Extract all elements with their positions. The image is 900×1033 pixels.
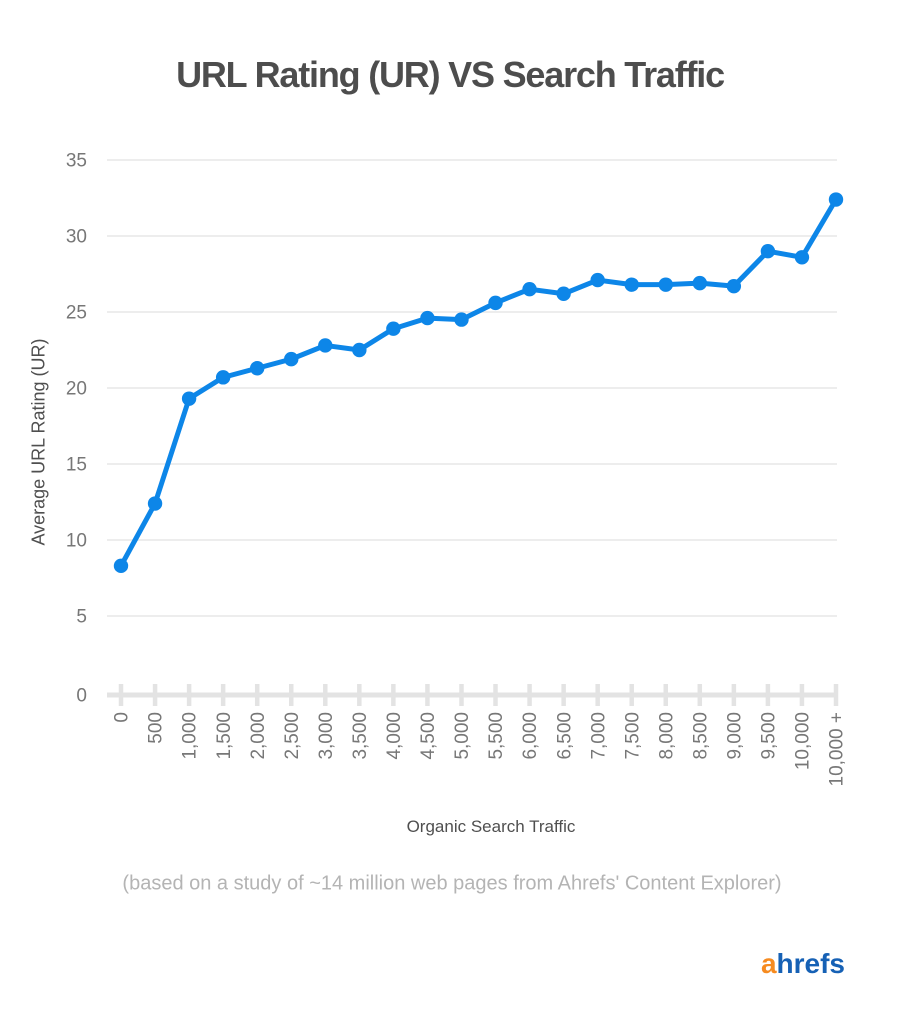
data-point xyxy=(284,351,299,367)
data-point xyxy=(658,277,673,292)
x-tick-label: 9,000 xyxy=(725,712,746,760)
y-tick-label: 5 xyxy=(76,607,87,628)
data-point xyxy=(454,312,469,327)
data-point xyxy=(760,244,776,259)
x-tick-label: 10,000 xyxy=(793,712,814,770)
data-point xyxy=(113,558,129,574)
x-tick-label: 8,500 xyxy=(690,712,711,760)
data-point xyxy=(590,272,605,288)
x-tick-label: 3,500 xyxy=(350,712,371,760)
y-tick-label: 35 xyxy=(66,151,87,172)
x-tick-label: 5,500 xyxy=(486,712,507,760)
data-point xyxy=(794,250,810,265)
y-tick-label: 25 xyxy=(66,303,87,324)
x-tick-label: 10,000 + xyxy=(827,712,848,787)
x-tick-label: 5,000 xyxy=(452,712,473,760)
x-tick-label: 2,000 xyxy=(248,712,269,760)
data-point xyxy=(726,278,742,294)
x-tick-label: 6,000 xyxy=(520,712,541,760)
y-tick-label: 0 xyxy=(76,686,87,707)
x-tick-label: 7,000 xyxy=(588,712,609,760)
ahrefs-logo-hrefs: hrefs xyxy=(776,948,845,979)
data-point xyxy=(386,321,401,336)
x-tick-label: 3,000 xyxy=(316,712,337,760)
x-tick-label: 8,000 xyxy=(656,712,677,760)
ahrefs-logo: ahrefs xyxy=(761,948,845,980)
data-point xyxy=(488,295,503,311)
x-tick-label: 0 xyxy=(112,712,133,723)
data-point xyxy=(318,338,333,353)
x-axis-title: Organic Search Traffic xyxy=(406,817,576,836)
data-point xyxy=(828,192,844,207)
x-tick-label: 500 xyxy=(146,712,167,744)
ahrefs-logo-a: a xyxy=(760,948,777,979)
data-line xyxy=(118,197,839,569)
y-tick-label: 20 xyxy=(66,379,87,400)
data-point xyxy=(147,496,163,511)
data-point xyxy=(420,310,435,326)
data-point xyxy=(692,275,708,291)
data-point xyxy=(181,391,197,406)
x-tick-label: 7,500 xyxy=(622,712,643,760)
x-tick-label: 4,000 xyxy=(384,712,405,760)
x-tick-label: 4,500 xyxy=(418,712,439,760)
data-point xyxy=(522,282,537,297)
x-tick-label: 1,000 xyxy=(180,712,201,760)
data-point xyxy=(215,370,231,385)
x-tick-label: 9,500 xyxy=(759,712,780,760)
chart-title: URL Rating (UR) VS Search Traffic xyxy=(176,54,725,95)
study-caption: (based on a study of ~14 million web pag… xyxy=(122,872,782,895)
y-tick-label: 10 xyxy=(66,531,87,552)
x-tick-label: 6,500 xyxy=(554,712,575,760)
x-tick-label: 2,500 xyxy=(282,712,303,760)
data-point xyxy=(249,361,265,376)
data-point xyxy=(624,277,639,292)
y-tick-label: 30 xyxy=(66,227,87,248)
chart-canvas: 0 5 10 15 20 25 30 35 0 500 1,000 1,500 2,000 2,500 3,… xyxy=(66,151,848,787)
data-point xyxy=(352,342,367,358)
x-tick-label: 1,500 xyxy=(214,712,235,760)
y-tick-label: 15 xyxy=(66,455,87,476)
data-point xyxy=(556,286,571,301)
